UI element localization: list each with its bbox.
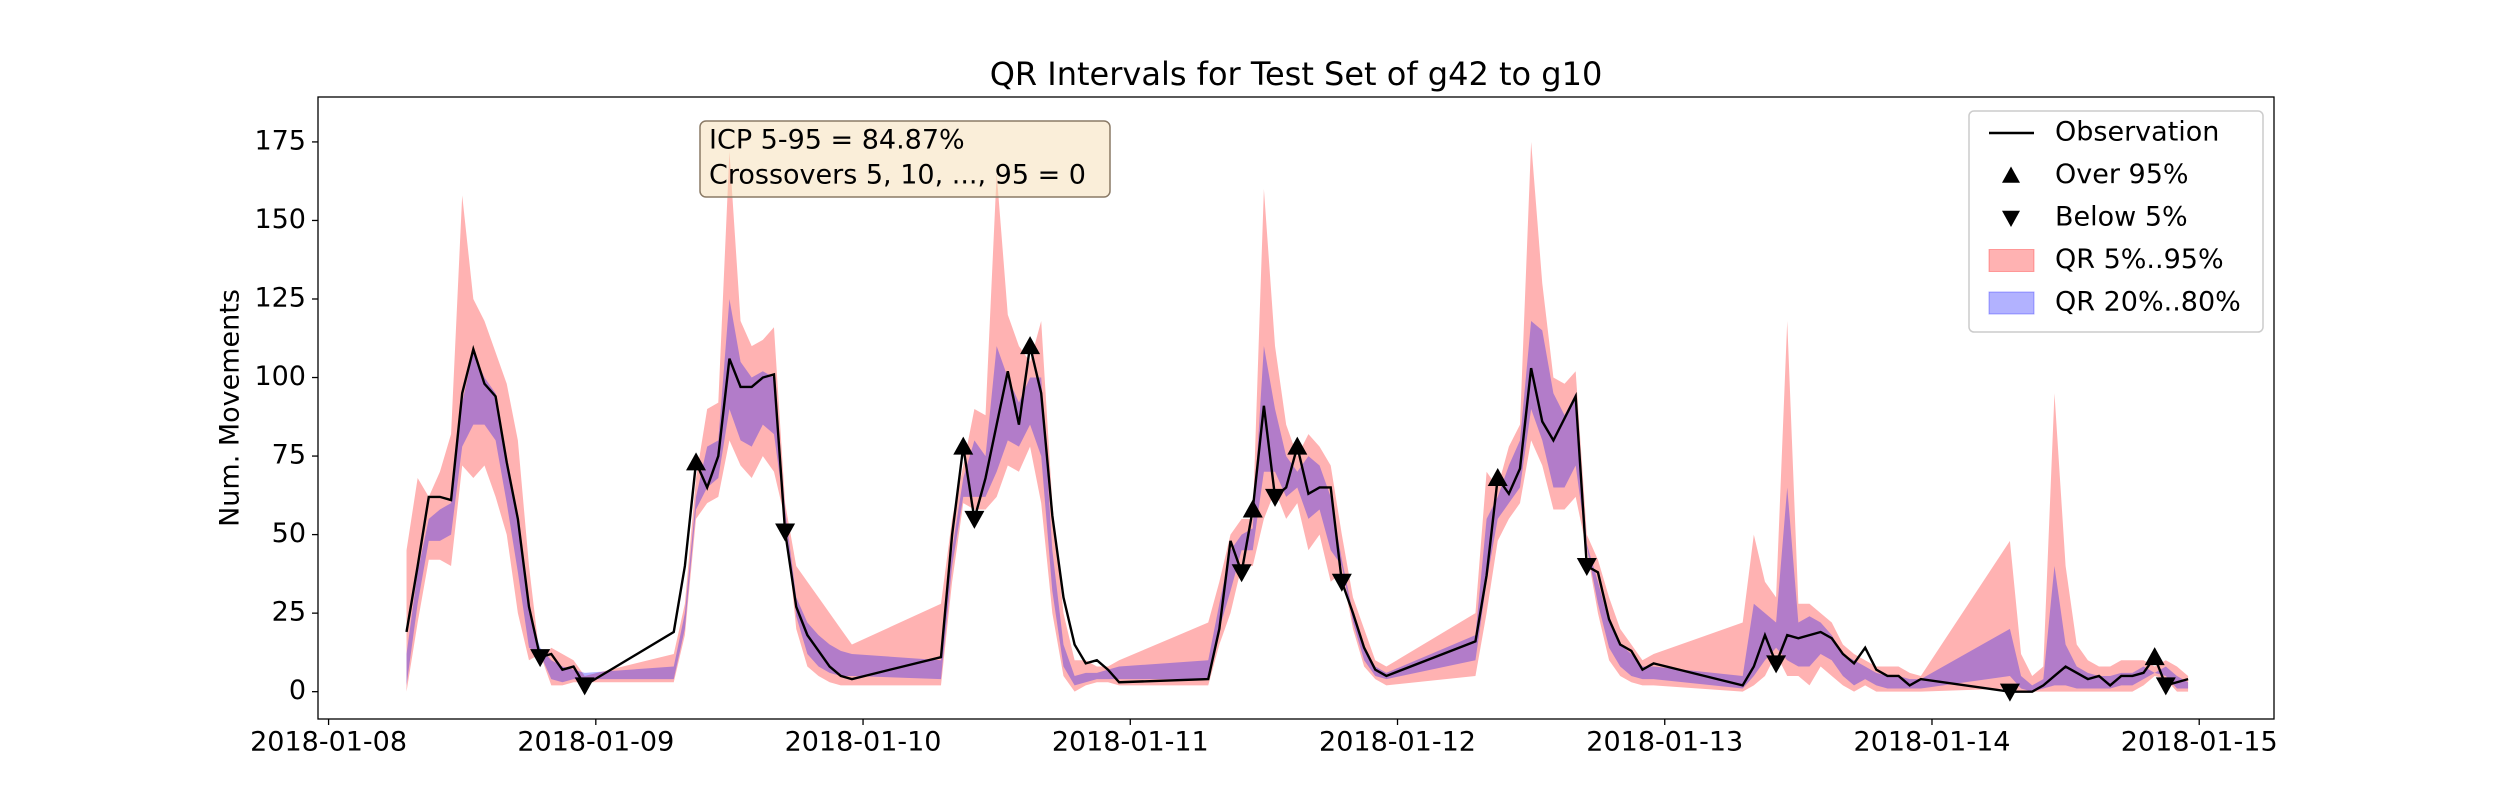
- below-marker: [775, 523, 796, 542]
- x-tick-label: 2018-01-11: [1052, 727, 1209, 758]
- y-tick-label: 0: [289, 675, 306, 706]
- over-marker: [1487, 468, 1508, 487]
- y-tick-label: 150: [254, 204, 306, 235]
- y-tick-label: 50: [272, 518, 306, 549]
- legend-label: Below 5%: [2055, 202, 2188, 233]
- below-marker: [1999, 683, 2020, 702]
- y-tick-label: 100: [254, 361, 306, 392]
- below-marker: [1576, 558, 1597, 577]
- x-tick-label: 2018-01-15: [2121, 727, 2278, 758]
- legend-marker: [2002, 166, 2020, 183]
- annotation-box: [699, 120, 1111, 198]
- below-marker: [574, 677, 595, 696]
- legend-label: Observation: [2055, 117, 2219, 148]
- x-tick-label: 2018-01-09: [517, 727, 674, 758]
- quantile-band: [406, 298, 2189, 692]
- plot-frame: [317, 96, 2275, 720]
- y-axis-label: Num. Movements: [215, 289, 246, 527]
- y-tick-label: 25: [272, 597, 306, 628]
- legend-label: QR 20%..80%: [2055, 287, 2241, 318]
- quantile-band: [406, 141, 2189, 692]
- chart-title: QR Intervals for Test Set of g42 to g10: [990, 55, 1603, 93]
- y-tick-label: 175: [254, 125, 306, 156]
- annotation-text: ICP 5-95 = 84.87%: [709, 125, 965, 156]
- x-tick-label: 2018-01-08: [250, 727, 407, 758]
- below-marker: [530, 649, 551, 668]
- legend-label: Over 95%: [2055, 159, 2189, 190]
- below-marker: [1766, 655, 1787, 674]
- over-marker: [686, 452, 707, 471]
- over-marker: [1020, 336, 1041, 355]
- legend-marker: [2002, 210, 2020, 227]
- over-marker: [953, 436, 974, 455]
- over-marker: [1287, 436, 1308, 455]
- below-marker: [2155, 677, 2176, 696]
- legend-patch: [1988, 291, 2035, 315]
- below-marker: [964, 510, 985, 529]
- below-marker: [1331, 573, 1352, 592]
- x-tick-label: 2018-01-10: [785, 727, 942, 758]
- legend-label: QR 5%..95%: [2055, 244, 2224, 275]
- legend-patch: [1988, 249, 2035, 272]
- y-tick-label: 75: [272, 440, 306, 471]
- over-marker: [2144, 647, 2165, 666]
- over-marker: [1242, 499, 1263, 518]
- legend-box: [1968, 110, 2264, 333]
- annotation-text: Crossovers 5, 10, ..., 95 = 0: [709, 160, 1086, 191]
- x-tick-label: 2018-01-12: [1319, 727, 1476, 758]
- observation-line: [405, 344, 2189, 693]
- below-marker: [1231, 564, 1252, 583]
- x-tick-label: 2018-01-14: [1854, 727, 2011, 758]
- plot-area: [405, 141, 2189, 702]
- y-tick-label: 125: [254, 282, 306, 313]
- x-tick-label: 2018-01-13: [1586, 727, 1743, 758]
- below-marker: [1265, 488, 1286, 507]
